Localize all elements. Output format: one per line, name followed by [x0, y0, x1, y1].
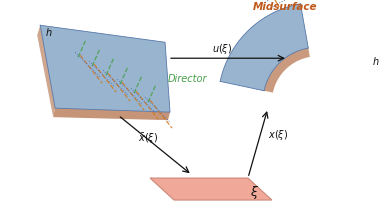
Text: Director: Director	[168, 74, 207, 84]
Text: $u(\xi)$: $u(\xi)$	[212, 42, 232, 56]
Polygon shape	[264, 48, 310, 93]
Text: $h$: $h$	[45, 26, 53, 38]
Polygon shape	[53, 108, 170, 120]
Text: $\xi$: $\xi$	[250, 183, 260, 201]
Text: $h$: $h$	[372, 55, 379, 67]
Polygon shape	[37, 25, 55, 117]
Text: $\bar{x}(\xi)$: $\bar{x}(\xi)$	[138, 132, 158, 146]
Polygon shape	[40, 25, 170, 112]
Text: $x(\xi)$: $x(\xi)$	[268, 128, 288, 142]
Text: Midsurface: Midsurface	[253, 2, 318, 12]
Polygon shape	[220, 4, 308, 91]
Polygon shape	[150, 178, 272, 200]
